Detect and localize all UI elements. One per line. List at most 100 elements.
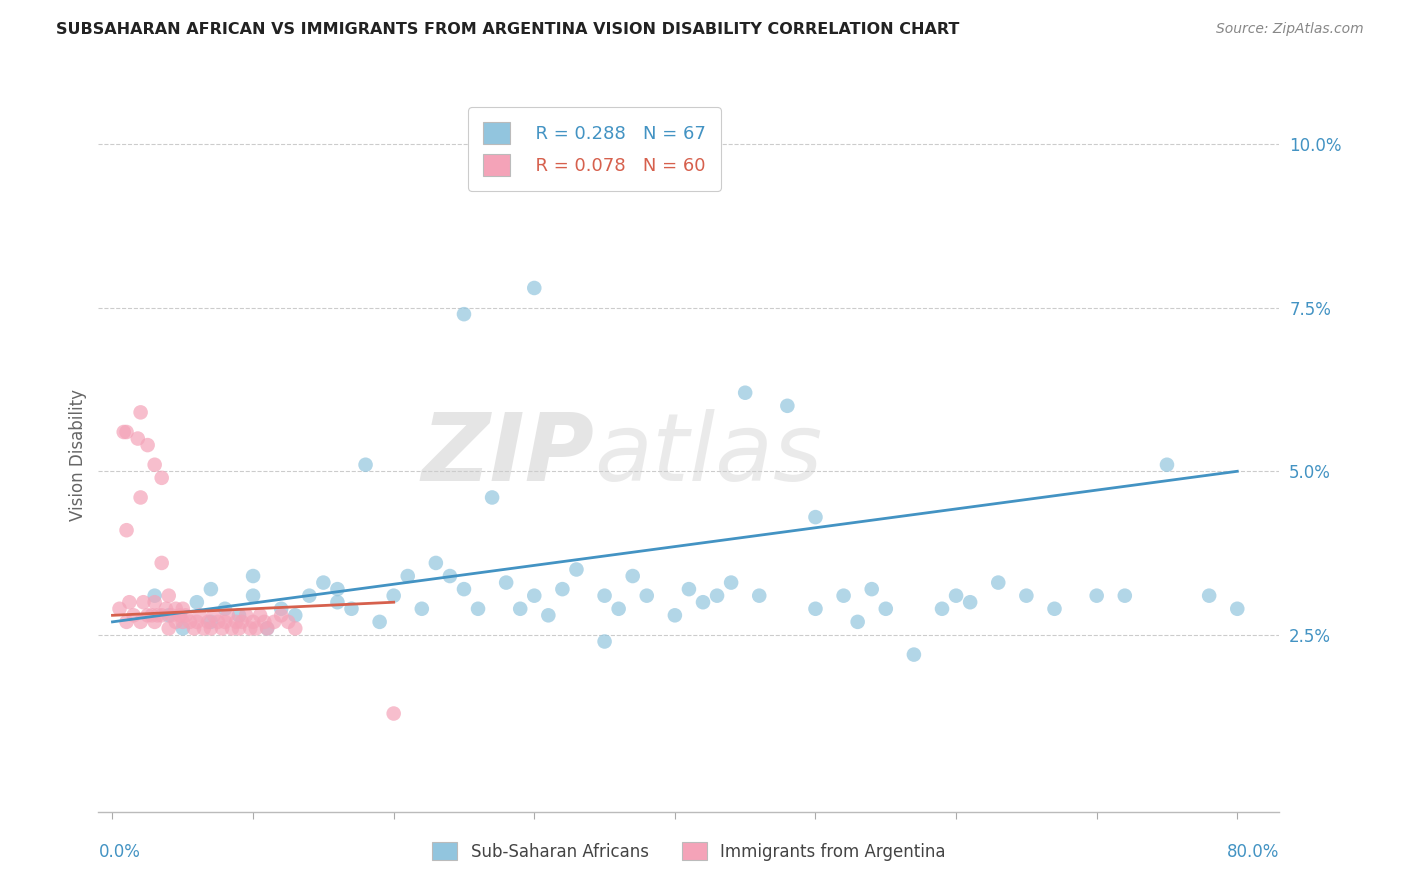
Point (354, 458, 377, 472)
Point (636, 589, 658, 603)
Point (155, 601, 177, 615)
Point (340, 601, 363, 615)
Point (214, 601, 236, 615)
Point (221, 621, 243, 635)
Point (312, 575, 335, 590)
Point (326, 595, 349, 609)
Point (846, 615, 869, 629)
Point (326, 582, 349, 596)
Point (453, 307, 475, 321)
Point (565, 562, 588, 576)
Point (875, 601, 897, 615)
Point (607, 601, 630, 615)
Point (122, 608, 145, 623)
Point (157, 621, 180, 635)
Point (193, 621, 215, 635)
Point (931, 601, 953, 615)
Point (245, 621, 267, 635)
Point (411, 601, 433, 615)
Point (804, 601, 827, 615)
Point (256, 621, 278, 635)
Point (172, 601, 194, 615)
Point (804, 510, 827, 524)
Point (903, 648, 925, 662)
Point (270, 601, 292, 615)
Point (664, 608, 686, 623)
Point (263, 615, 285, 629)
Point (1015, 589, 1038, 603)
Point (523, 589, 546, 603)
Point (157, 608, 180, 623)
Point (225, 615, 247, 629)
Point (242, 589, 264, 603)
Point (143, 595, 166, 609)
Point (284, 621, 307, 635)
Point (115, 523, 138, 537)
Point (249, 608, 271, 623)
Text: 80.0%: 80.0% (1227, 843, 1279, 861)
Point (228, 608, 250, 623)
Point (231, 615, 253, 629)
Point (211, 621, 233, 635)
Point (284, 608, 307, 623)
Point (1156, 458, 1178, 472)
Point (1085, 589, 1108, 603)
Point (242, 569, 264, 583)
Point (256, 621, 278, 635)
Point (115, 615, 138, 629)
Point (188, 608, 211, 623)
Point (945, 589, 967, 603)
Point (200, 621, 222, 635)
Point (165, 615, 187, 629)
Point (1114, 589, 1136, 603)
Point (678, 582, 700, 596)
Point (382, 589, 405, 603)
Point (146, 608, 169, 623)
Point (169, 608, 191, 623)
Point (179, 615, 201, 629)
Point (537, 608, 560, 623)
Point (141, 608, 163, 623)
Point (748, 589, 770, 603)
Point (523, 281, 546, 295)
Point (439, 569, 461, 583)
Point (207, 615, 229, 629)
Point (1226, 601, 1249, 615)
Point (143, 589, 166, 603)
Point (987, 575, 1010, 590)
Point (467, 601, 489, 615)
Point (1043, 601, 1066, 615)
Point (214, 615, 236, 629)
Point (242, 615, 264, 629)
Point (172, 621, 194, 635)
Point (112, 425, 135, 439)
Point (136, 608, 159, 623)
Point (129, 491, 152, 505)
Text: 0.0%: 0.0% (98, 843, 141, 861)
Point (197, 615, 219, 629)
Point (115, 425, 138, 439)
Point (495, 575, 517, 590)
Point (860, 582, 883, 596)
Point (253, 615, 276, 629)
Point (165, 601, 187, 615)
Point (183, 621, 205, 635)
Point (239, 621, 262, 635)
Point (621, 569, 644, 583)
Point (150, 608, 173, 623)
Point (129, 615, 152, 629)
Point (593, 589, 616, 603)
Y-axis label: Vision Disability: Vision Disability (69, 389, 87, 521)
Text: atlas: atlas (595, 409, 823, 500)
Point (551, 582, 574, 596)
Point (425, 556, 447, 570)
Point (132, 595, 155, 609)
Point (235, 608, 257, 623)
Point (298, 589, 321, 603)
Point (118, 595, 141, 609)
Point (200, 582, 222, 596)
Point (396, 569, 419, 583)
Text: SUBSAHARAN AFRICAN VS IMMIGRANTS FROM ARGENTINA VISION DISABILITY CORRELATION CH: SUBSAHARAN AFRICAN VS IMMIGRANTS FROM AR… (56, 22, 960, 37)
Point (143, 458, 166, 472)
Point (186, 595, 208, 609)
